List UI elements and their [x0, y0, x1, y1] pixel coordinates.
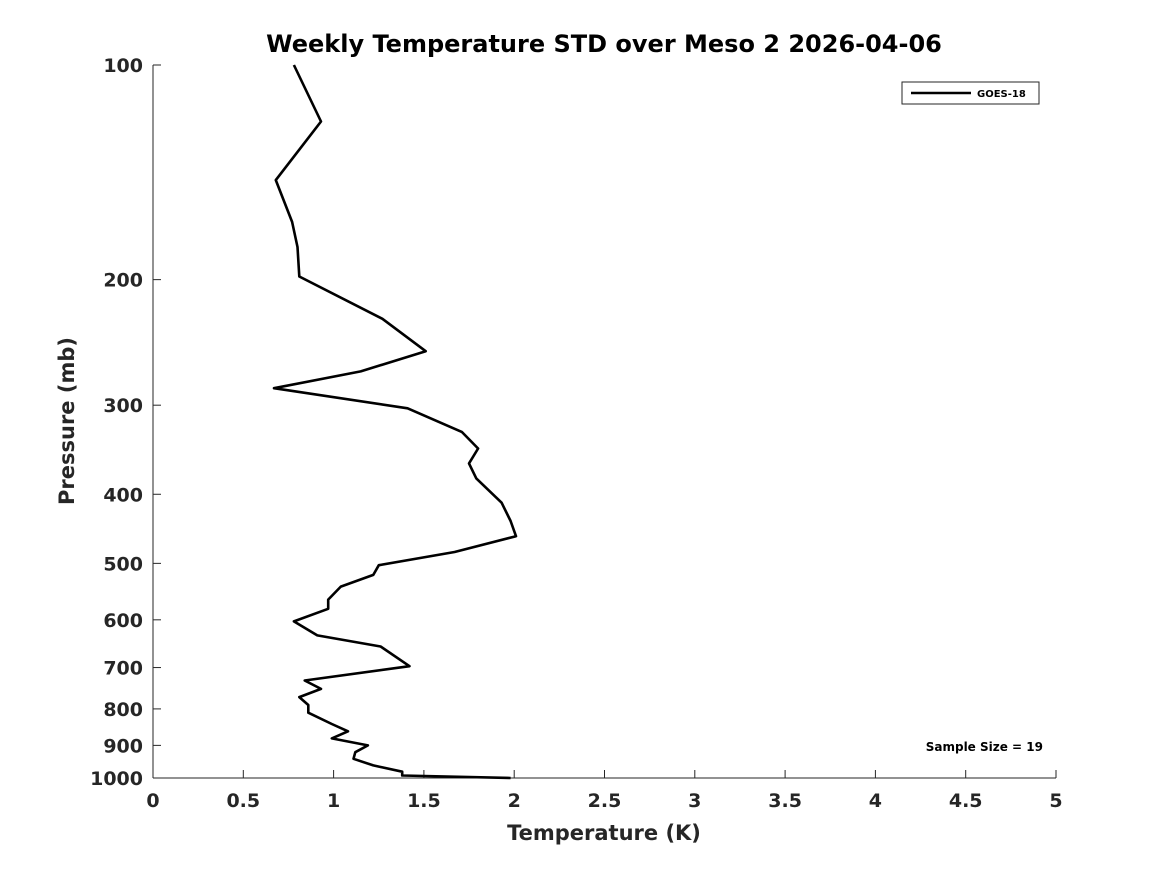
y-tick-label: 100	[103, 55, 143, 77]
y-tick-label: 800	[103, 699, 143, 721]
x-tick-label: 3	[688, 790, 701, 812]
y-tick-label: 700	[103, 658, 143, 680]
sample-size-annotation: Sample Size = 19	[926, 740, 1043, 754]
x-ticks: 0 0.5 1 1.5 2 2.5 3 3.5 4 4.5 5	[146, 770, 1063, 812]
y-axis-label: Pressure (mb)	[55, 337, 79, 505]
x-axis-label: Temperature (K)	[507, 821, 701, 845]
axes	[152, 65, 1056, 779]
x-tick-label: 3.5	[768, 790, 802, 812]
y-tick-label: 1000	[90, 768, 143, 790]
y-tick-label: 900	[103, 735, 143, 757]
legend: GOES-18	[901, 81, 1040, 105]
x-tick-label: 0	[146, 790, 159, 812]
legend-entry-label: GOES-18	[977, 89, 1026, 100]
y-tick-label: 500	[103, 553, 143, 575]
y-tick-label: 600	[103, 610, 143, 632]
x-tick-label: 2.5	[588, 790, 622, 812]
x-tick-label: 2	[508, 790, 521, 812]
y-tick-label: 200	[103, 270, 143, 292]
x-tick-label: 0.5	[226, 790, 260, 812]
x-tick-label: 5	[1049, 790, 1062, 812]
y-ticks: 100 200 300 400 500 600 700 800 900 1000	[90, 55, 161, 790]
x-tick-label: 4	[869, 790, 882, 812]
series-layer	[272, 64, 518, 780]
y-tick-label: 300	[103, 395, 143, 417]
y-tick-label: 400	[103, 484, 143, 506]
chart-title: Weekly Temperature STD over Meso 2 2026-…	[266, 30, 942, 58]
x-tick-label: 1.5	[407, 790, 441, 812]
x-tick-label: 4.5	[949, 790, 983, 812]
x-tick-label: 1	[327, 790, 340, 812]
series-line-goes-18	[272, 64, 518, 780]
